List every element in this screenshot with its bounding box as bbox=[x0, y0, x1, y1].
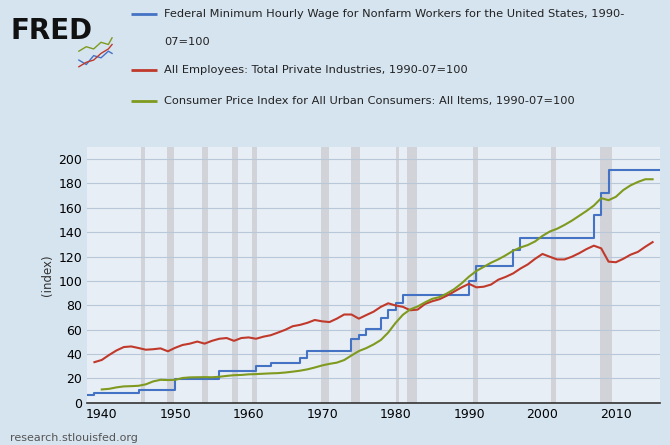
Text: All Employees: Total Private Industries, 1990-07=100: All Employees: Total Private Industries,… bbox=[164, 65, 468, 75]
Bar bbox=[600, 147, 612, 403]
Text: Federal Minimum Hourly Wage for Nonfarm Workers for the United States, 1990-: Federal Minimum Hourly Wage for Nonfarm … bbox=[164, 9, 624, 19]
Bar bbox=[141, 147, 145, 403]
Text: Consumer Price Index for All Urban Consumers: All Items, 1990-07=100: Consumer Price Index for All Urban Consu… bbox=[164, 96, 575, 106]
Y-axis label: (index): (index) bbox=[41, 254, 54, 295]
Bar bbox=[167, 147, 174, 403]
Text: FRED: FRED bbox=[10, 17, 92, 45]
Bar bbox=[351, 147, 360, 403]
Bar bbox=[252, 147, 257, 403]
Bar bbox=[202, 147, 208, 403]
Bar bbox=[322, 147, 329, 403]
Text: 07=100: 07=100 bbox=[164, 37, 210, 47]
Bar bbox=[232, 147, 238, 403]
Text: research.stlouisfed.org: research.stlouisfed.org bbox=[10, 433, 138, 443]
Bar bbox=[407, 147, 417, 403]
Bar bbox=[474, 147, 478, 403]
Bar bbox=[395, 147, 399, 403]
Bar bbox=[551, 147, 556, 403]
